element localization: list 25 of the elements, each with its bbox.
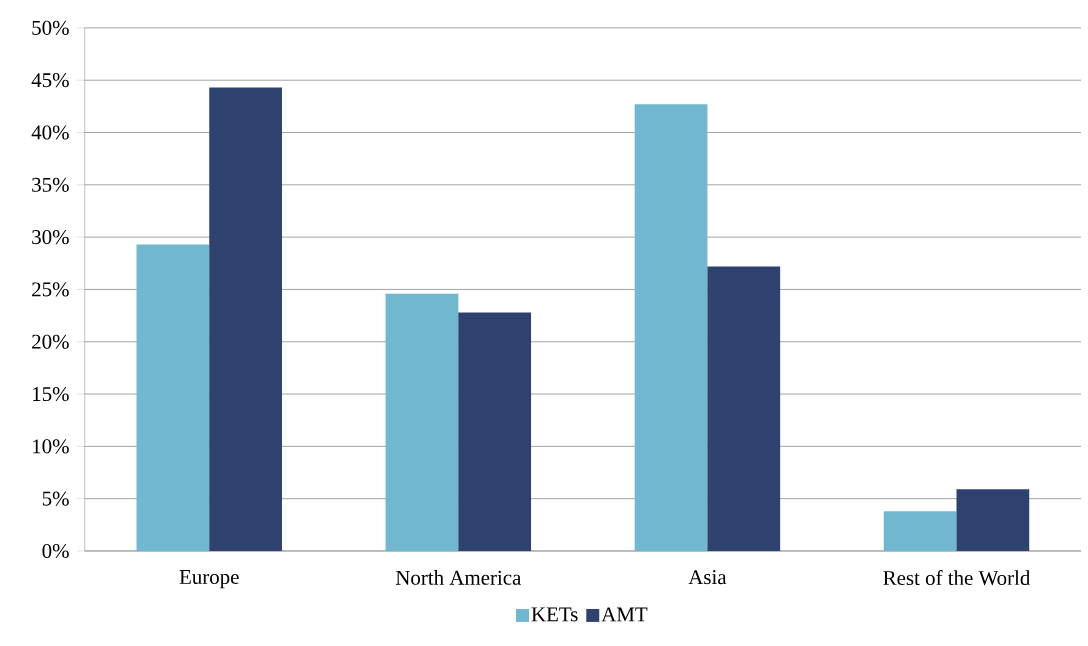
y-tick-label: 40% [31,125,69,140]
y-tick-label: 0% [42,544,69,559]
bar [956,489,1030,552]
bar [136,244,210,552]
x-tick-label: Europe [179,570,239,589]
bar [883,511,957,552]
x-tick-label: Asia [688,570,727,585]
x-tick-label: Rest of the World [883,570,1031,586]
y-tick-label: 5% [42,491,69,506]
bar [707,266,781,552]
legend-label: AMT [601,607,648,622]
y-tick-label: 35% [32,177,69,193]
y-tick-label: 15% [33,387,69,402]
y-tick-label: 10% [33,439,69,454]
y-tick-label: 50% [32,20,69,36]
y-tick-label: 30% [32,230,69,245]
bar [385,293,459,552]
bar [634,104,708,552]
bar [458,312,532,552]
legend-label: KETs [531,607,578,622]
y-tick-label: 45% [31,73,69,88]
x-tick-label: North America [395,570,522,586]
bar [209,87,282,552]
y-tick-label: 20% [32,334,69,350]
y-tick-label: 25% [32,282,69,297]
